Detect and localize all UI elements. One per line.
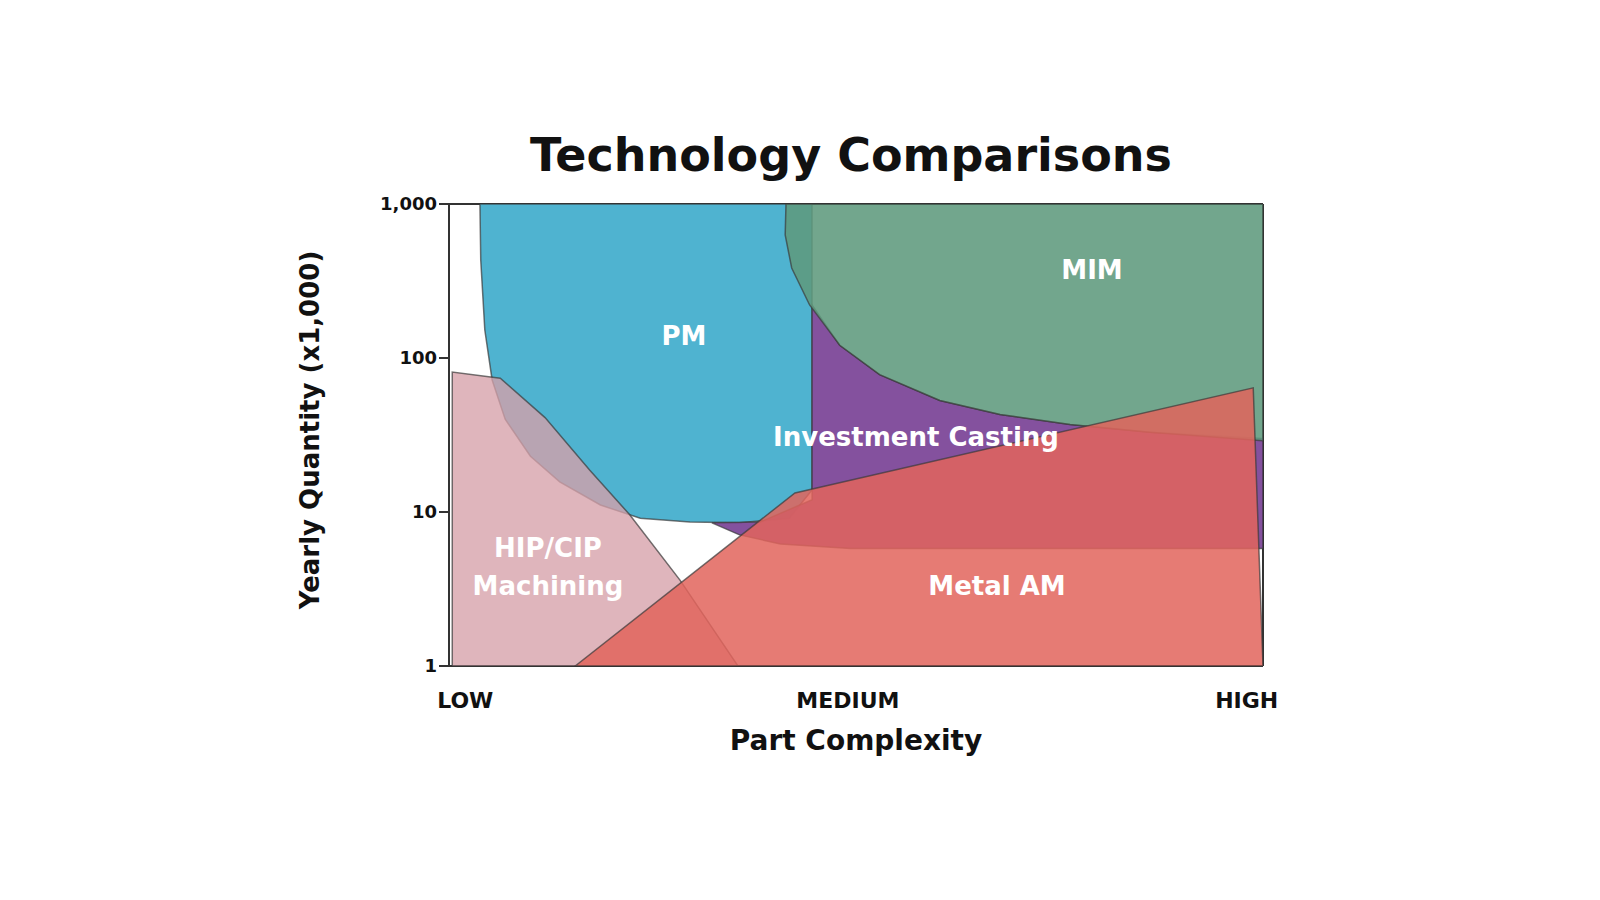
html-text:Machining: Machining	[472, 571, 624, 601]
html-text:Part Complexity: Part Complexity	[729, 724, 983, 757]
html-text:HIP/CIP: HIP/CIP	[494, 533, 602, 563]
html-text:Technology Comparisons: Technology Comparisons	[530, 128, 1172, 182]
html-text:MIM: MIM	[1061, 255, 1123, 285]
svg-text:HIGH: HIGH	[1215, 688, 1278, 713]
svg-text:MEDIUM: MEDIUM	[796, 688, 899, 713]
svg-text:1,000: 1,000	[380, 193, 437, 214]
html-text:Metal AM: Metal AM	[928, 571, 1066, 601]
html-text:Investment Casting: Investment Casting	[773, 422, 1059, 452]
svg-text:10: 10	[412, 501, 437, 522]
svg-text:100: 100	[399, 347, 437, 368]
svg-text:1: 1	[424, 655, 437, 676]
svg-text:LOW: LOW	[437, 688, 493, 713]
html-text:Yearly Quantity (x1,000): Yearly Quantity (x1,000)	[295, 250, 325, 610]
html-text:PM: PM	[661, 321, 707, 351]
